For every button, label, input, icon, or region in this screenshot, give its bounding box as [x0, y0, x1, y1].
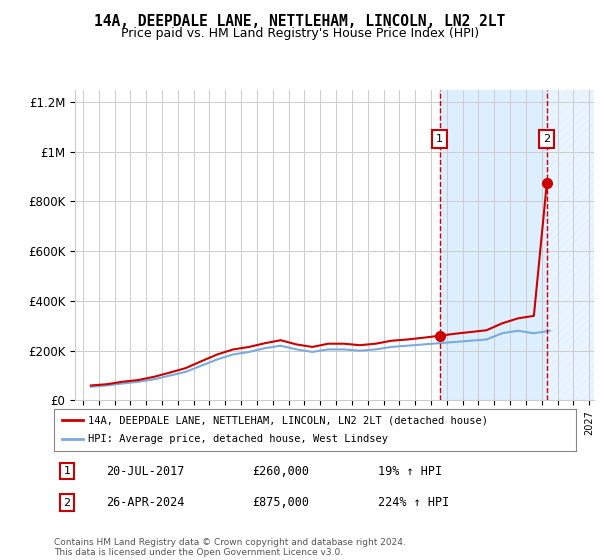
Text: £260,000: £260,000	[253, 465, 310, 478]
Text: 14A, DEEPDALE LANE, NETTLEHAM, LINCOLN, LN2 2LT (detached house): 14A, DEEPDALE LANE, NETTLEHAM, LINCOLN, …	[88, 415, 488, 425]
Text: 1: 1	[64, 466, 71, 476]
Text: 224% ↑ HPI: 224% ↑ HPI	[377, 496, 449, 509]
Text: 2: 2	[543, 134, 550, 144]
Text: 1: 1	[436, 134, 443, 144]
Bar	[547, 90, 594, 400]
Text: £875,000: £875,000	[253, 496, 310, 509]
Text: Contains HM Land Registry data © Crown copyright and database right 2024.
This d: Contains HM Land Registry data © Crown c…	[54, 538, 406, 557]
Text: 2: 2	[64, 498, 71, 507]
Text: 19% ↑ HPI: 19% ↑ HPI	[377, 465, 442, 478]
Bar	[440, 90, 547, 400]
Text: 26-APR-2024: 26-APR-2024	[106, 496, 185, 509]
Text: 20-JUL-2017: 20-JUL-2017	[106, 465, 185, 478]
Text: HPI: Average price, detached house, West Lindsey: HPI: Average price, detached house, West…	[88, 435, 388, 445]
Text: 14A, DEEPDALE LANE, NETTLEHAM, LINCOLN, LN2 2LT: 14A, DEEPDALE LANE, NETTLEHAM, LINCOLN, …	[94, 14, 506, 29]
Text: Price paid vs. HM Land Registry's House Price Index (HPI): Price paid vs. HM Land Registry's House …	[121, 27, 479, 40]
